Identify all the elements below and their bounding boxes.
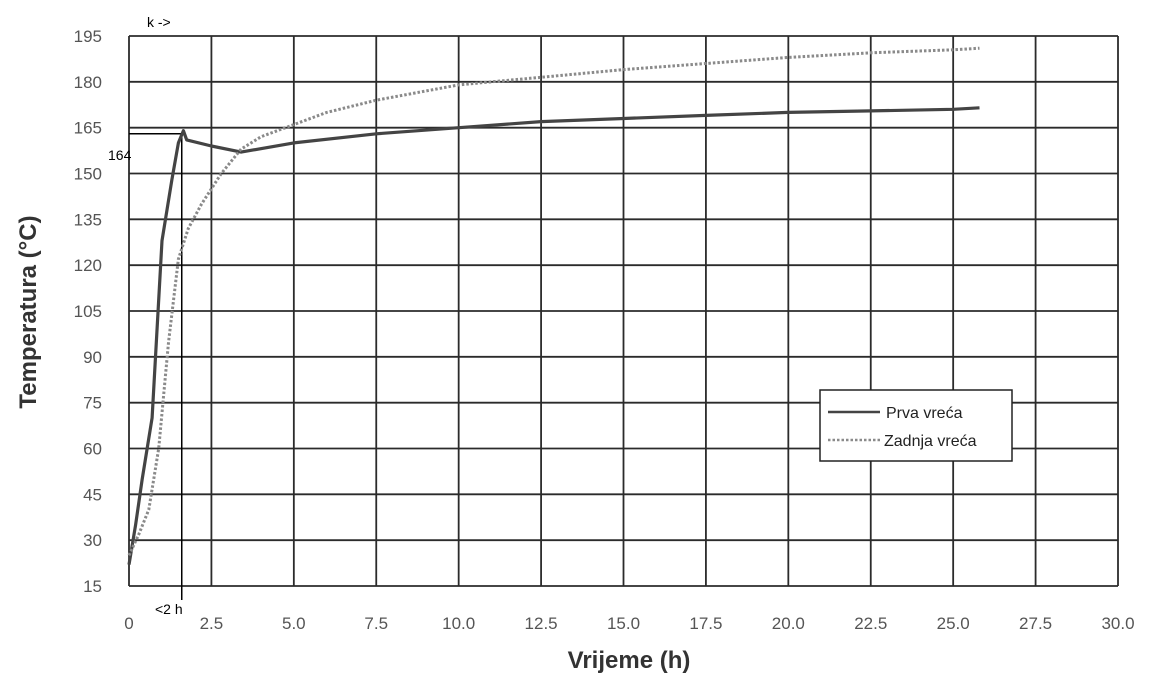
series-line-0 bbox=[127, 106, 980, 565]
x-tick-label: 22.5 bbox=[854, 614, 887, 633]
x-tick-label: 25.0 bbox=[937, 614, 970, 633]
legend-label-zadnja: Zadnja vreća bbox=[884, 433, 977, 450]
x-tick-label: 7.5 bbox=[364, 614, 388, 633]
x-tick-label: 5.0 bbox=[282, 614, 306, 633]
y-tick-label: 180 bbox=[74, 73, 102, 92]
x-tick-label: 10.0 bbox=[442, 614, 475, 633]
x-tick-label: 17.5 bbox=[689, 614, 722, 633]
y-tick-label: 60 bbox=[83, 440, 102, 459]
x-tick-label: 27.5 bbox=[1019, 614, 1052, 633]
y-tick-label: 45 bbox=[83, 485, 102, 504]
series-lines bbox=[127, 46, 980, 565]
y-axis-title: Temperatura (°C) bbox=[15, 215, 42, 408]
y-tick-label: 135 bbox=[74, 210, 102, 229]
y-tick-label: 15 bbox=[83, 577, 102, 596]
y-marker-label: 164 bbox=[108, 147, 132, 163]
tick-labels: 0 2.5 5.0 7.5 10.0 12.5 15.0 17.5 20.0 22.5 25.0 27… bbox=[74, 27, 1135, 633]
y-tick-label: 75 bbox=[83, 394, 102, 413]
x-tick-label: 15.0 bbox=[607, 614, 640, 633]
y-tick-label: 105 bbox=[74, 302, 102, 321]
x-tick-label: 20.0 bbox=[772, 614, 805, 633]
y-tick-label: 195 bbox=[74, 27, 102, 46]
marker-lines bbox=[129, 133, 183, 600]
legend-label-prva: Prva vreća bbox=[886, 405, 963, 422]
y-tick-label: 165 bbox=[74, 119, 102, 138]
top-note: k -> bbox=[147, 14, 171, 30]
x-tick-label: 0 bbox=[124, 614, 133, 633]
y-tick-label: 120 bbox=[74, 256, 102, 275]
x-tick-label: 30.0 bbox=[1101, 614, 1134, 633]
grid bbox=[128, 35, 1119, 587]
y-tick-label: 150 bbox=[74, 165, 102, 184]
legend: Prva vreća Zadnja vreća bbox=[819, 389, 1013, 462]
y-tick-label: 30 bbox=[83, 531, 102, 550]
x-axis-title: Vrijeme (h) bbox=[568, 647, 691, 674]
x-tick-label: 12.5 bbox=[525, 614, 558, 633]
x-tick-label: 2.5 bbox=[200, 614, 224, 633]
legend-box bbox=[819, 389, 1013, 462]
x-marker-label: <2 h bbox=[155, 601, 183, 617]
series-line-1 bbox=[127, 46, 980, 557]
y-tick-label: 90 bbox=[83, 348, 102, 367]
